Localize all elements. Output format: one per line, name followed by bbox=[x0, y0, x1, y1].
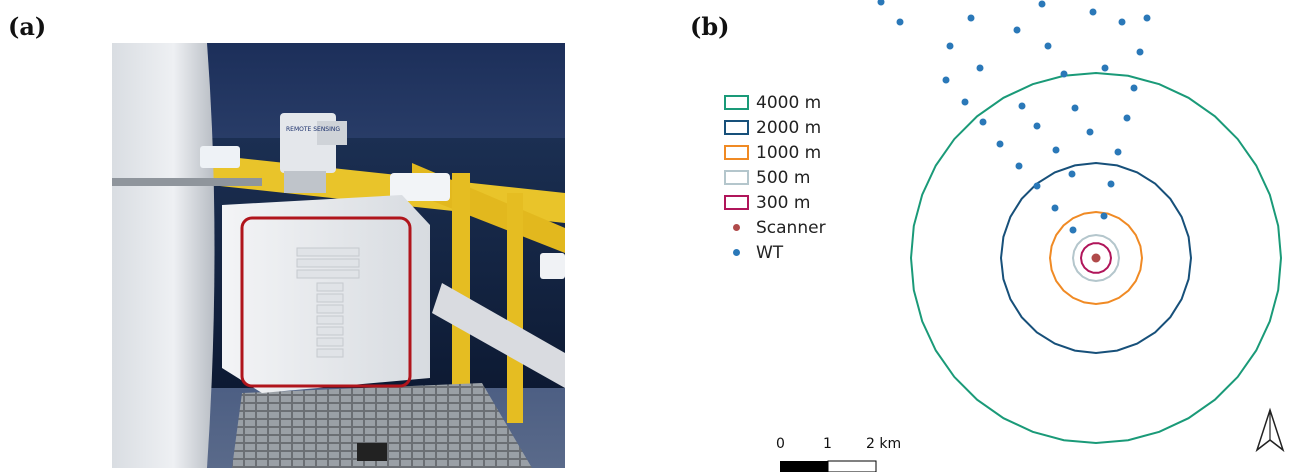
wt-point bbox=[1033, 122, 1041, 130]
wt-point bbox=[1018, 102, 1026, 110]
legend-item: 300 m bbox=[724, 190, 826, 215]
wt-point bbox=[1015, 162, 1023, 170]
wt-point bbox=[1089, 8, 1097, 16]
legend-swatch bbox=[724, 170, 749, 185]
legend-swatch bbox=[724, 145, 749, 160]
scanner-photo: REMOTE SENSING bbox=[112, 43, 565, 468]
wt-point bbox=[1013, 26, 1021, 34]
legend-item: WT bbox=[724, 240, 826, 265]
legend-label: 500 m bbox=[756, 167, 811, 188]
wt-point bbox=[976, 64, 984, 72]
wt-point bbox=[942, 76, 950, 84]
legend-label: WT bbox=[756, 242, 784, 263]
range-rings bbox=[909, 71, 1283, 445]
panel-label-b: (b) bbox=[690, 12, 730, 41]
wt-point bbox=[961, 98, 969, 106]
range-ring bbox=[1079, 242, 1113, 274]
device-logo: REMOTE SENSING bbox=[286, 126, 340, 133]
wt-point bbox=[1051, 204, 1059, 212]
legend-label: 1000 m bbox=[756, 142, 822, 163]
wt-point bbox=[1044, 42, 1052, 50]
legend-item: Scanner bbox=[724, 215, 826, 240]
wind-turbine-points bbox=[877, 0, 1151, 234]
wt-point bbox=[1071, 104, 1079, 112]
range-ring bbox=[1048, 210, 1144, 306]
legend-swatch bbox=[724, 95, 749, 110]
legend-marker bbox=[724, 249, 749, 256]
scale-label-2km: 2 km bbox=[866, 436, 902, 452]
range-ring bbox=[909, 71, 1283, 445]
scale-bar bbox=[780, 460, 877, 472]
legend-item: 4000 m bbox=[724, 90, 826, 115]
wt-point bbox=[1086, 128, 1094, 136]
wt-point bbox=[1060, 70, 1068, 78]
wt-point bbox=[1130, 84, 1138, 92]
legend-label: 2000 m bbox=[756, 117, 822, 138]
range-ring bbox=[1071, 233, 1121, 283]
wt-point bbox=[1068, 170, 1076, 178]
wt-point bbox=[967, 14, 975, 22]
wt-point bbox=[1100, 212, 1108, 220]
wt-point bbox=[1118, 18, 1126, 26]
wt-point bbox=[1033, 182, 1041, 190]
range-ring bbox=[999, 161, 1193, 355]
legend-label: 4000 m bbox=[756, 92, 822, 113]
legend-swatch bbox=[724, 120, 749, 135]
wt-point bbox=[1101, 64, 1109, 72]
wt-point bbox=[1114, 148, 1122, 156]
wt-point bbox=[1143, 14, 1151, 22]
wt-point bbox=[1038, 0, 1046, 8]
wt-point bbox=[996, 140, 1004, 148]
wt-point bbox=[1107, 180, 1115, 188]
scale-label-0: 0 bbox=[776, 436, 785, 452]
legend-swatch bbox=[724, 195, 749, 210]
legend-item: 1000 m bbox=[724, 140, 826, 165]
wt-point bbox=[1136, 48, 1144, 56]
wt-point bbox=[1069, 226, 1077, 234]
map-legend: 4000 m 2000 m 1000 m 500 m 300 m Scanner WT bbox=[724, 90, 826, 265]
wt-point bbox=[877, 0, 885, 6]
scale-label-1: 1 bbox=[823, 436, 832, 452]
legend-item: 2000 m bbox=[724, 115, 826, 140]
wt-point bbox=[1052, 146, 1060, 154]
legend-item: 500 m bbox=[724, 165, 826, 190]
wt-point bbox=[979, 118, 987, 126]
panel-label-a: (a) bbox=[8, 12, 47, 41]
north-arrow-icon bbox=[1255, 407, 1285, 453]
legend-label: 300 m bbox=[756, 192, 811, 213]
wt-point bbox=[896, 18, 904, 26]
wt-point bbox=[946, 42, 954, 50]
wt-point bbox=[1123, 114, 1131, 122]
legend-marker bbox=[724, 224, 749, 231]
scanner-point bbox=[1091, 253, 1101, 263]
legend-label: Scanner bbox=[756, 217, 826, 238]
